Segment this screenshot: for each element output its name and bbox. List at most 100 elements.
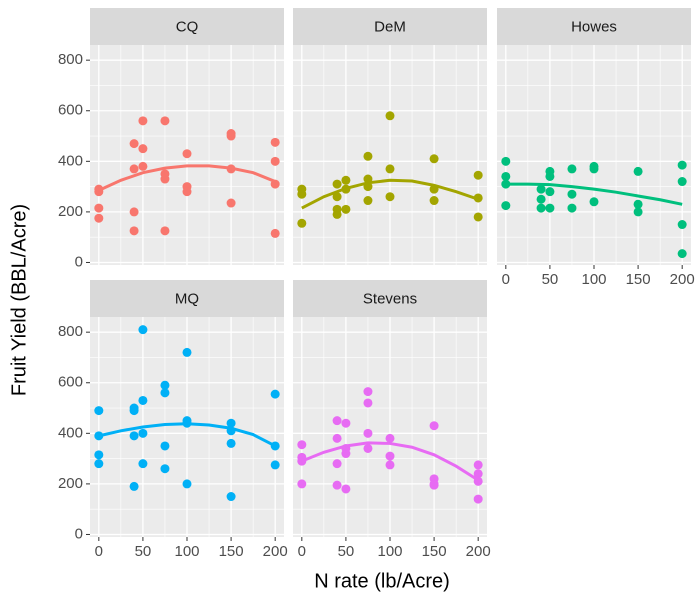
point bbox=[270, 179, 280, 189]
point bbox=[332, 192, 342, 202]
point bbox=[297, 189, 307, 199]
point bbox=[332, 416, 342, 426]
point bbox=[129, 431, 139, 441]
point bbox=[501, 201, 511, 211]
x-tick-label: 100 bbox=[377, 543, 402, 560]
y-tick-label: 0 bbox=[75, 253, 83, 270]
point bbox=[138, 144, 148, 154]
point bbox=[129, 406, 139, 416]
point bbox=[385, 460, 395, 470]
point bbox=[501, 156, 511, 166]
point bbox=[385, 111, 395, 121]
point bbox=[226, 418, 236, 428]
y-tick-label: 0 bbox=[75, 525, 83, 542]
point bbox=[182, 347, 192, 357]
point bbox=[297, 440, 307, 450]
point bbox=[182, 149, 192, 159]
point bbox=[633, 207, 643, 217]
point bbox=[363, 174, 373, 184]
point bbox=[473, 469, 483, 479]
point bbox=[429, 480, 439, 490]
point bbox=[160, 226, 170, 236]
point bbox=[545, 171, 555, 181]
point bbox=[501, 171, 511, 181]
point bbox=[226, 198, 236, 208]
point bbox=[270, 441, 280, 451]
point bbox=[129, 139, 139, 149]
x-tick-label: 200 bbox=[466, 543, 491, 560]
x-tick-label: 0 bbox=[502, 271, 510, 288]
point bbox=[226, 131, 236, 141]
point bbox=[633, 199, 643, 209]
strip-text: Howes bbox=[571, 18, 617, 35]
point bbox=[385, 192, 395, 202]
y-tick-label: 600 bbox=[58, 102, 83, 119]
point bbox=[363, 398, 373, 408]
point bbox=[633, 166, 643, 176]
point bbox=[567, 203, 577, 213]
point bbox=[182, 418, 192, 428]
point bbox=[297, 218, 307, 228]
point bbox=[567, 164, 577, 174]
strip-text: Stevens bbox=[363, 290, 417, 307]
y-axis-title: Fruit Yield (BBL/Acre) bbox=[8, 204, 30, 396]
x-tick-label: 200 bbox=[263, 543, 288, 560]
point bbox=[332, 179, 342, 189]
point bbox=[385, 433, 395, 443]
point bbox=[94, 406, 104, 416]
strip-text: CQ bbox=[176, 18, 199, 35]
point bbox=[545, 187, 555, 197]
point bbox=[160, 116, 170, 126]
point bbox=[297, 456, 307, 466]
point bbox=[138, 161, 148, 171]
point bbox=[138, 428, 148, 438]
point bbox=[129, 481, 139, 491]
point bbox=[138, 395, 148, 405]
fit-line bbox=[505, 182, 683, 206]
y-tick-label: 400 bbox=[58, 152, 83, 169]
point bbox=[226, 492, 236, 502]
point bbox=[94, 450, 104, 460]
point bbox=[270, 228, 280, 238]
strip-text: MQ bbox=[175, 290, 199, 307]
point bbox=[297, 479, 307, 489]
point bbox=[94, 203, 104, 213]
point bbox=[473, 193, 483, 203]
point bbox=[138, 116, 148, 126]
point bbox=[332, 459, 342, 469]
point bbox=[270, 137, 280, 147]
point bbox=[429, 184, 439, 194]
point bbox=[182, 479, 192, 489]
x-tick-label: 0 bbox=[298, 543, 306, 560]
point bbox=[270, 156, 280, 166]
point bbox=[429, 196, 439, 206]
point bbox=[363, 151, 373, 161]
point bbox=[94, 213, 104, 223]
point bbox=[341, 175, 351, 185]
point bbox=[160, 464, 170, 474]
point bbox=[160, 441, 170, 451]
point bbox=[226, 164, 236, 174]
point bbox=[677, 177, 687, 187]
point bbox=[363, 387, 373, 397]
point bbox=[677, 160, 687, 170]
strip bbox=[497, 8, 691, 45]
x-tick-label: 50 bbox=[338, 543, 355, 560]
point bbox=[589, 197, 599, 207]
x-tick-label: 100 bbox=[581, 271, 606, 288]
point bbox=[589, 164, 599, 174]
point bbox=[536, 203, 546, 213]
point bbox=[129, 164, 139, 174]
point bbox=[501, 179, 511, 189]
y-tick-label: 200 bbox=[58, 203, 83, 220]
point bbox=[270, 389, 280, 399]
point bbox=[473, 212, 483, 222]
y-tick-label: 200 bbox=[58, 475, 83, 492]
point bbox=[536, 184, 546, 194]
point bbox=[536, 194, 546, 204]
point bbox=[385, 164, 395, 174]
point bbox=[129, 207, 139, 217]
point bbox=[677, 249, 687, 259]
point bbox=[129, 226, 139, 236]
